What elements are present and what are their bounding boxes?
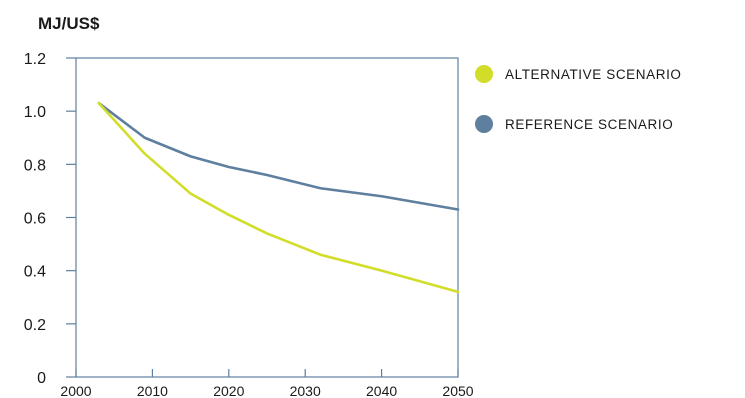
y-axis-unit-label: MJ/US$ (38, 14, 100, 33)
plot-frame (75, 57, 459, 378)
series-line-alternative-scenario (97, 101, 460, 294)
y-tick-label: 1.2 (24, 51, 46, 68)
x-tick-label: 2010 (137, 383, 168, 398)
chart-legend: ALTERNATIVE SCENARIO REFERENCE SCENARIO (475, 65, 682, 133)
series-line-reference-scenario (97, 101, 460, 211)
x-tick-label: 2050 (442, 383, 473, 398)
y-tick-label: 0.8 (24, 157, 46, 174)
legend-label-alternative-scenario: ALTERNATIVE SCENARIO (505, 67, 682, 82)
chart-axes: 0 0.2 0.4 0.6 0.8 1.0 1.2 2000 2010 2020 2030 2040 2… (24, 51, 474, 398)
y-tick-label: 1.0 (24, 104, 46, 121)
x-tick-label: 2030 (290, 383, 321, 398)
legend-swatch-alternative-scenario (475, 65, 493, 83)
y-tick-label: 0.6 (24, 211, 46, 228)
y-tick-label: 0.4 (24, 264, 46, 281)
legend-label-reference-scenario: REFERENCE SCENARIO (505, 117, 673, 132)
x-tick-label: 2000 (60, 383, 91, 398)
x-tick-label: 2040 (366, 383, 397, 398)
chart-series-lines (97, 101, 460, 294)
y-tick-label: 0 (37, 370, 46, 387)
legend-swatch-reference-scenario (475, 115, 493, 133)
y-tick-label: 0.2 (24, 317, 46, 334)
x-tick-label: 2020 (213, 383, 244, 398)
